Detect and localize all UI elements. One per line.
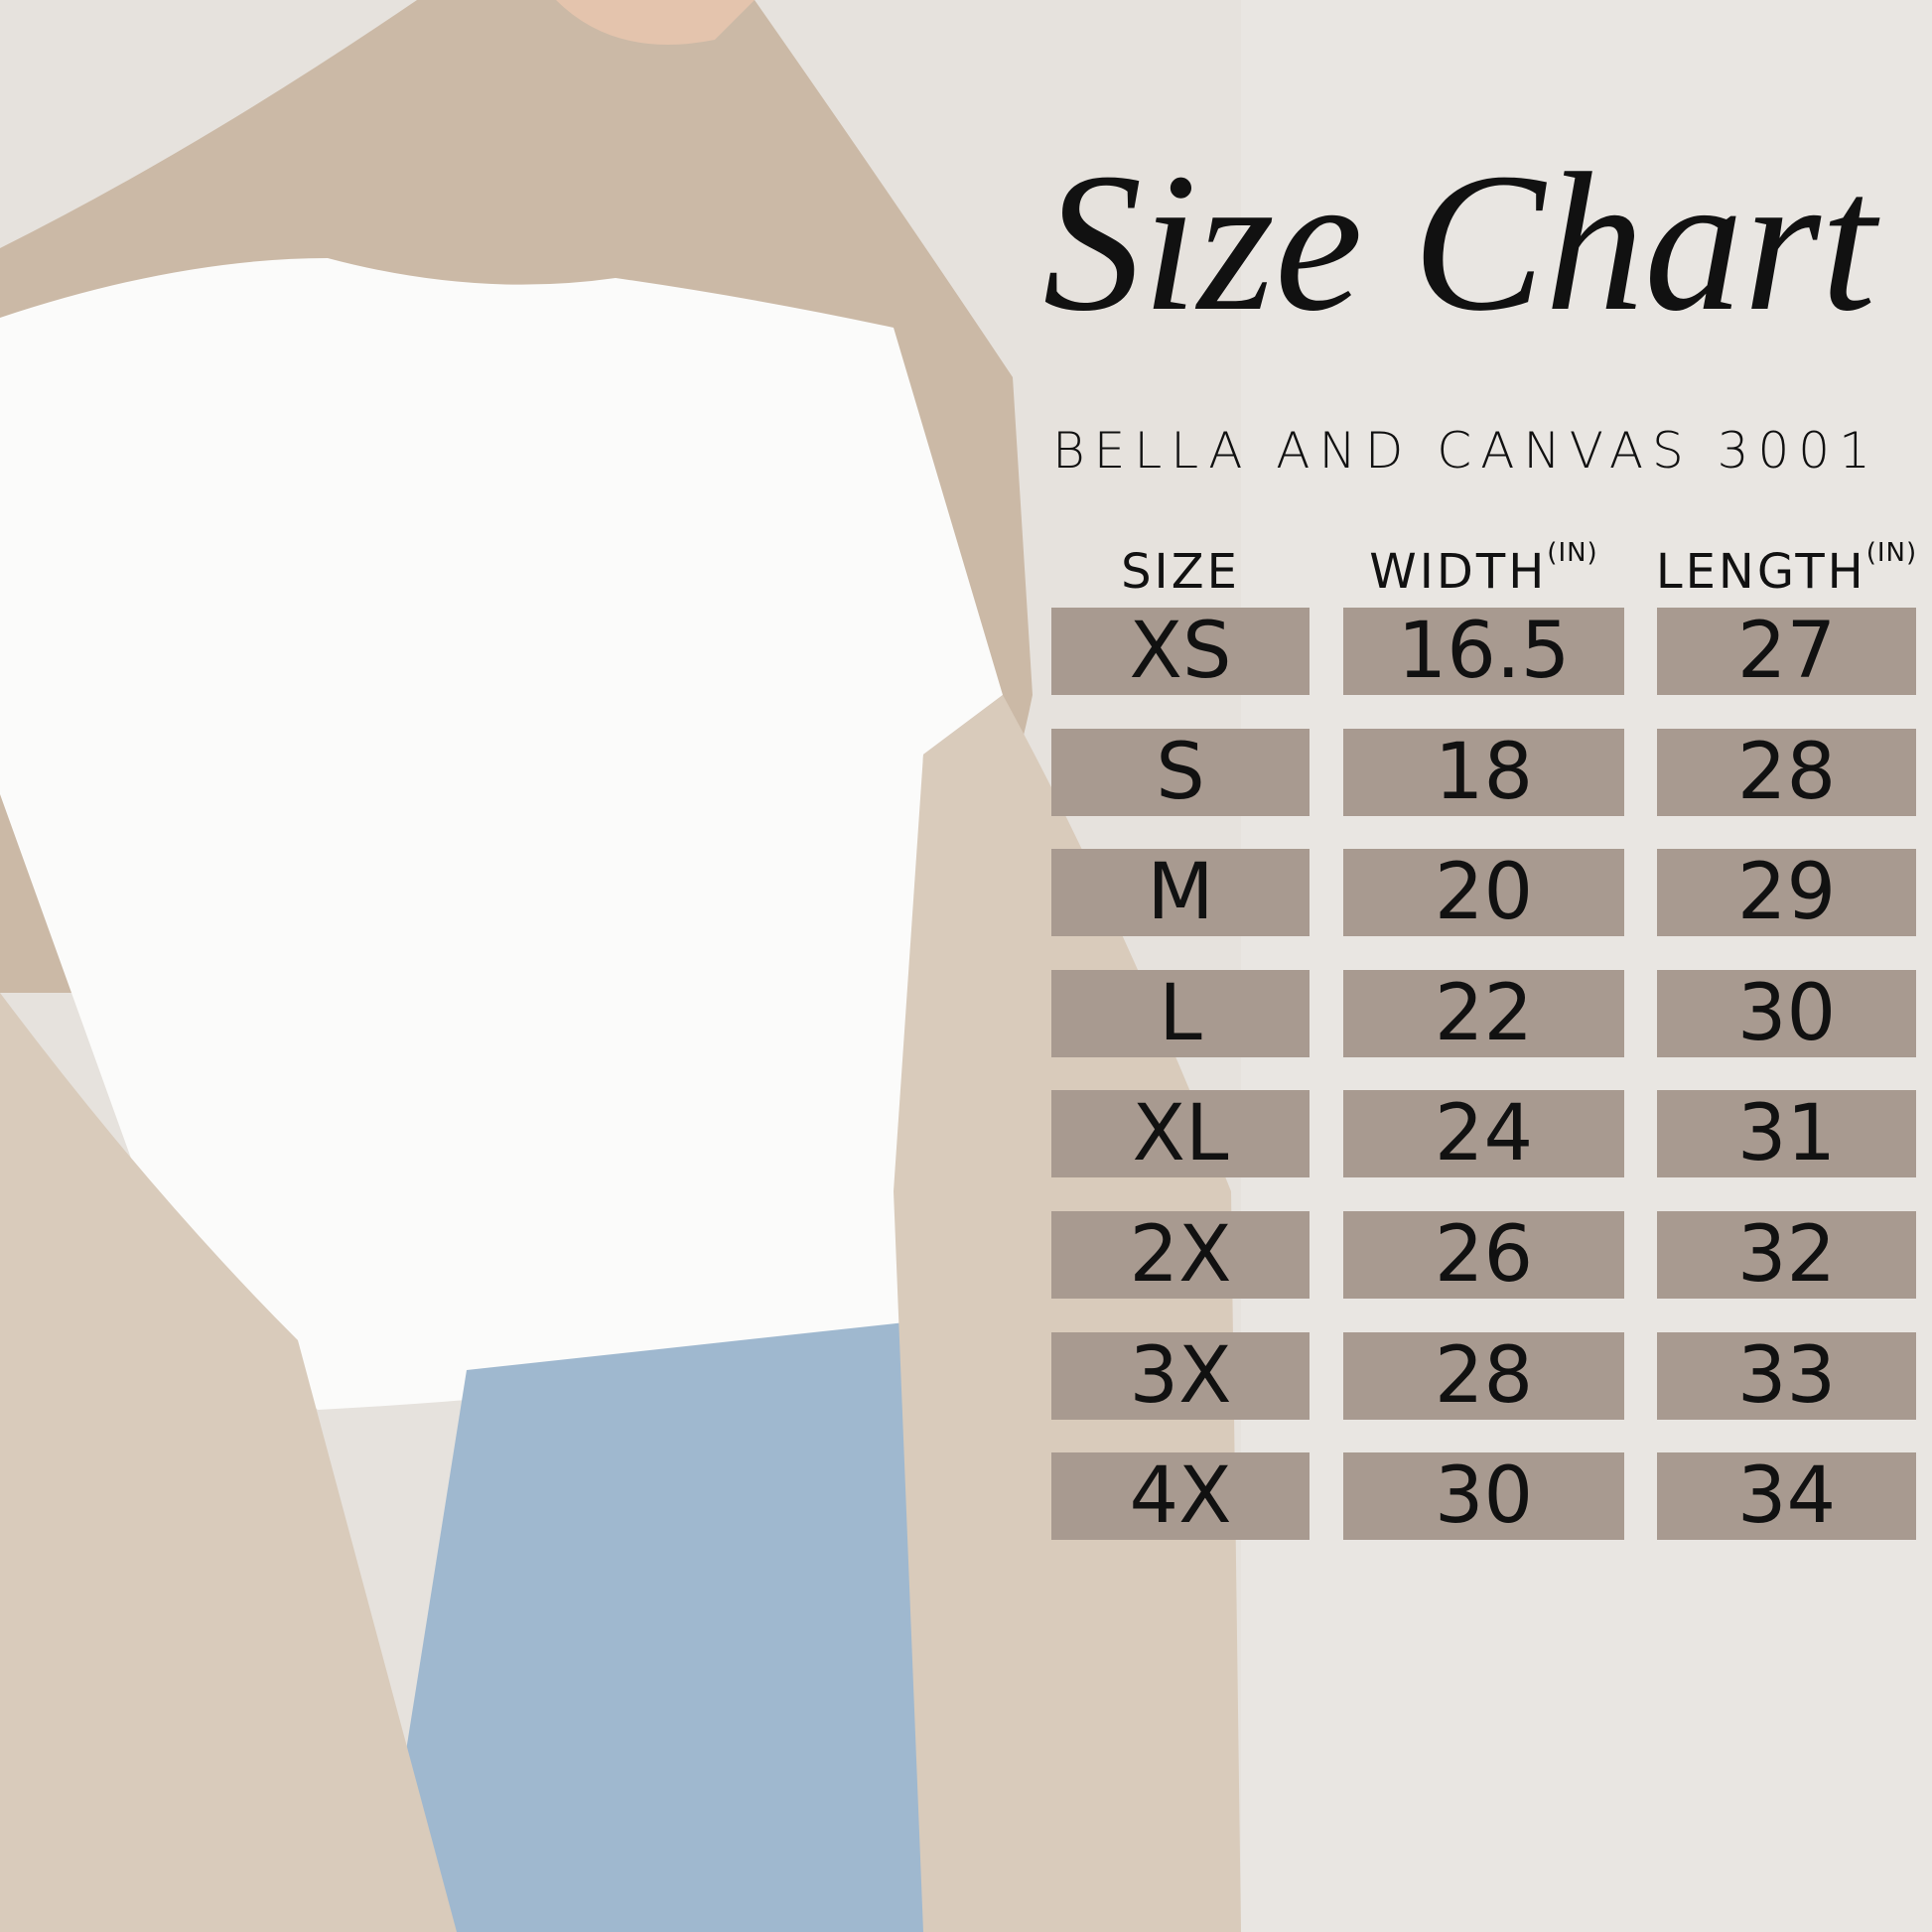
measure-cell: 18 [1343,728,1624,817]
measure-cell: 31 [1657,1089,1916,1178]
size-cell: L [1051,969,1310,1058]
header-unit: (IN) [1547,538,1598,568]
measure-cell: 20 [1343,848,1624,937]
t-shirt [0,258,1003,1410]
size-cell: 3X [1051,1331,1310,1421]
header-label: LENGTH [1655,544,1866,600]
measure-cell: 27 [1657,607,1916,696]
model-photo [0,0,1241,1932]
measure-cell: 32 [1657,1210,1916,1300]
measure-cell: 24 [1343,1089,1624,1178]
title: Size Chart [1042,133,1876,352]
measure-cell: 30 [1657,969,1916,1058]
measure-cell: 22 [1343,969,1624,1058]
measure-cell: 30 [1343,1451,1624,1541]
cardigan-left [0,993,457,1932]
subtitle: BELLA AND CANVAS 3001 [1052,422,1879,480]
measure-cell: 34 [1657,1451,1916,1541]
measure-cell: 33 [1657,1331,1916,1421]
size-cell: XS [1051,607,1310,696]
measure-cell: 28 [1343,1331,1624,1421]
chin [556,0,755,45]
size-cell: 2X [1051,1210,1310,1300]
column-header: WIDTH(IN) [1323,538,1644,600]
measure-cell: 26 [1343,1210,1624,1300]
column-header: SIZE [1032,544,1329,600]
header-label: WIDTH [1369,544,1548,600]
measure-cell: 28 [1657,728,1916,817]
column-header: LENGTH(IN) [1637,538,1932,600]
header-unit: (IN) [1865,538,1918,568]
measure-cell: 29 [1657,848,1916,937]
size-cell: 4X [1051,1451,1310,1541]
jeans [377,1320,953,1932]
size-cell: XL [1051,1089,1310,1178]
size-cell: M [1051,848,1310,937]
measure-cell: 16.5 [1343,607,1624,696]
header-label: SIZE [1121,544,1240,600]
size-cell: S [1051,728,1310,817]
cardigan-right [894,695,1241,1932]
